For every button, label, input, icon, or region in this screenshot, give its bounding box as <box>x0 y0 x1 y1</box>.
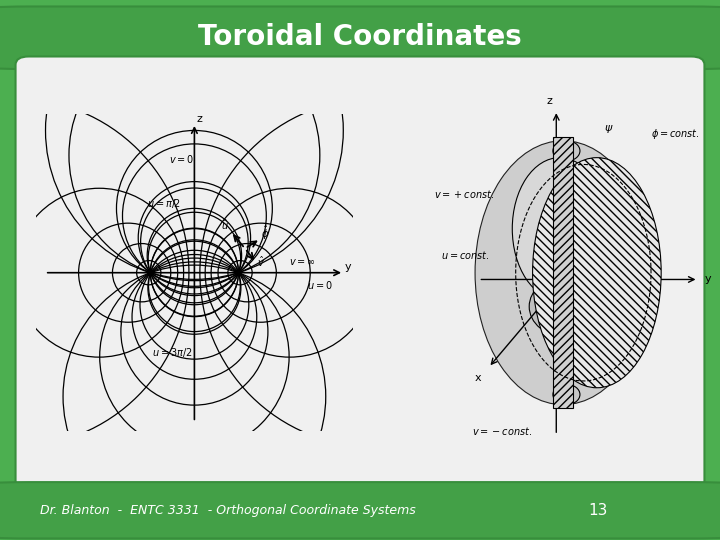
FancyBboxPatch shape <box>0 482 720 538</box>
Text: $u=const.$: $u=const.$ <box>441 249 490 261</box>
Text: $v=-const.$: $v=-const.$ <box>472 425 532 437</box>
Text: $\hat{u}$: $\hat{u}$ <box>221 218 228 232</box>
Text: $\hat{v}$: $\hat{v}$ <box>257 255 265 269</box>
Text: x: x <box>475 373 482 383</box>
Ellipse shape <box>529 276 603 337</box>
Ellipse shape <box>475 141 651 404</box>
Text: Toroidal Coordinates: Toroidal Coordinates <box>198 23 522 51</box>
Polygon shape <box>553 137 573 408</box>
Text: 13: 13 <box>589 503 608 518</box>
Text: y: y <box>345 262 351 272</box>
Text: Dr. Blanton  -  ENTC 3331  - Orthogonal Coordinate Systems: Dr. Blanton - ENTC 3331 - Orthogonal Coo… <box>40 504 415 517</box>
Text: z: z <box>546 96 552 105</box>
Text: $u=0$: $u=0$ <box>307 279 332 292</box>
Text: $u=\pi/2$: $u=\pi/2$ <box>147 197 181 210</box>
Ellipse shape <box>513 158 607 300</box>
FancyBboxPatch shape <box>0 6 720 69</box>
Text: $\hat{\phi}$: $\hat{\phi}$ <box>261 224 269 242</box>
Text: z: z <box>197 114 202 124</box>
Text: $\phi=const.$: $\phi=const.$ <box>651 127 700 141</box>
Text: $v=\infty$: $v=\infty$ <box>289 257 316 267</box>
Text: y: y <box>705 274 712 285</box>
Text: $v=0$: $v=0$ <box>168 153 194 165</box>
Text: $u=3\pi/2$: $u=3\pi/2$ <box>152 346 192 359</box>
Ellipse shape <box>553 141 580 161</box>
FancyBboxPatch shape <box>16 57 704 489</box>
Ellipse shape <box>533 158 661 388</box>
Text: $\psi$: $\psi$ <box>603 123 613 134</box>
Ellipse shape <box>553 384 580 404</box>
Text: $v=+const.$: $v=+const.$ <box>434 188 495 200</box>
